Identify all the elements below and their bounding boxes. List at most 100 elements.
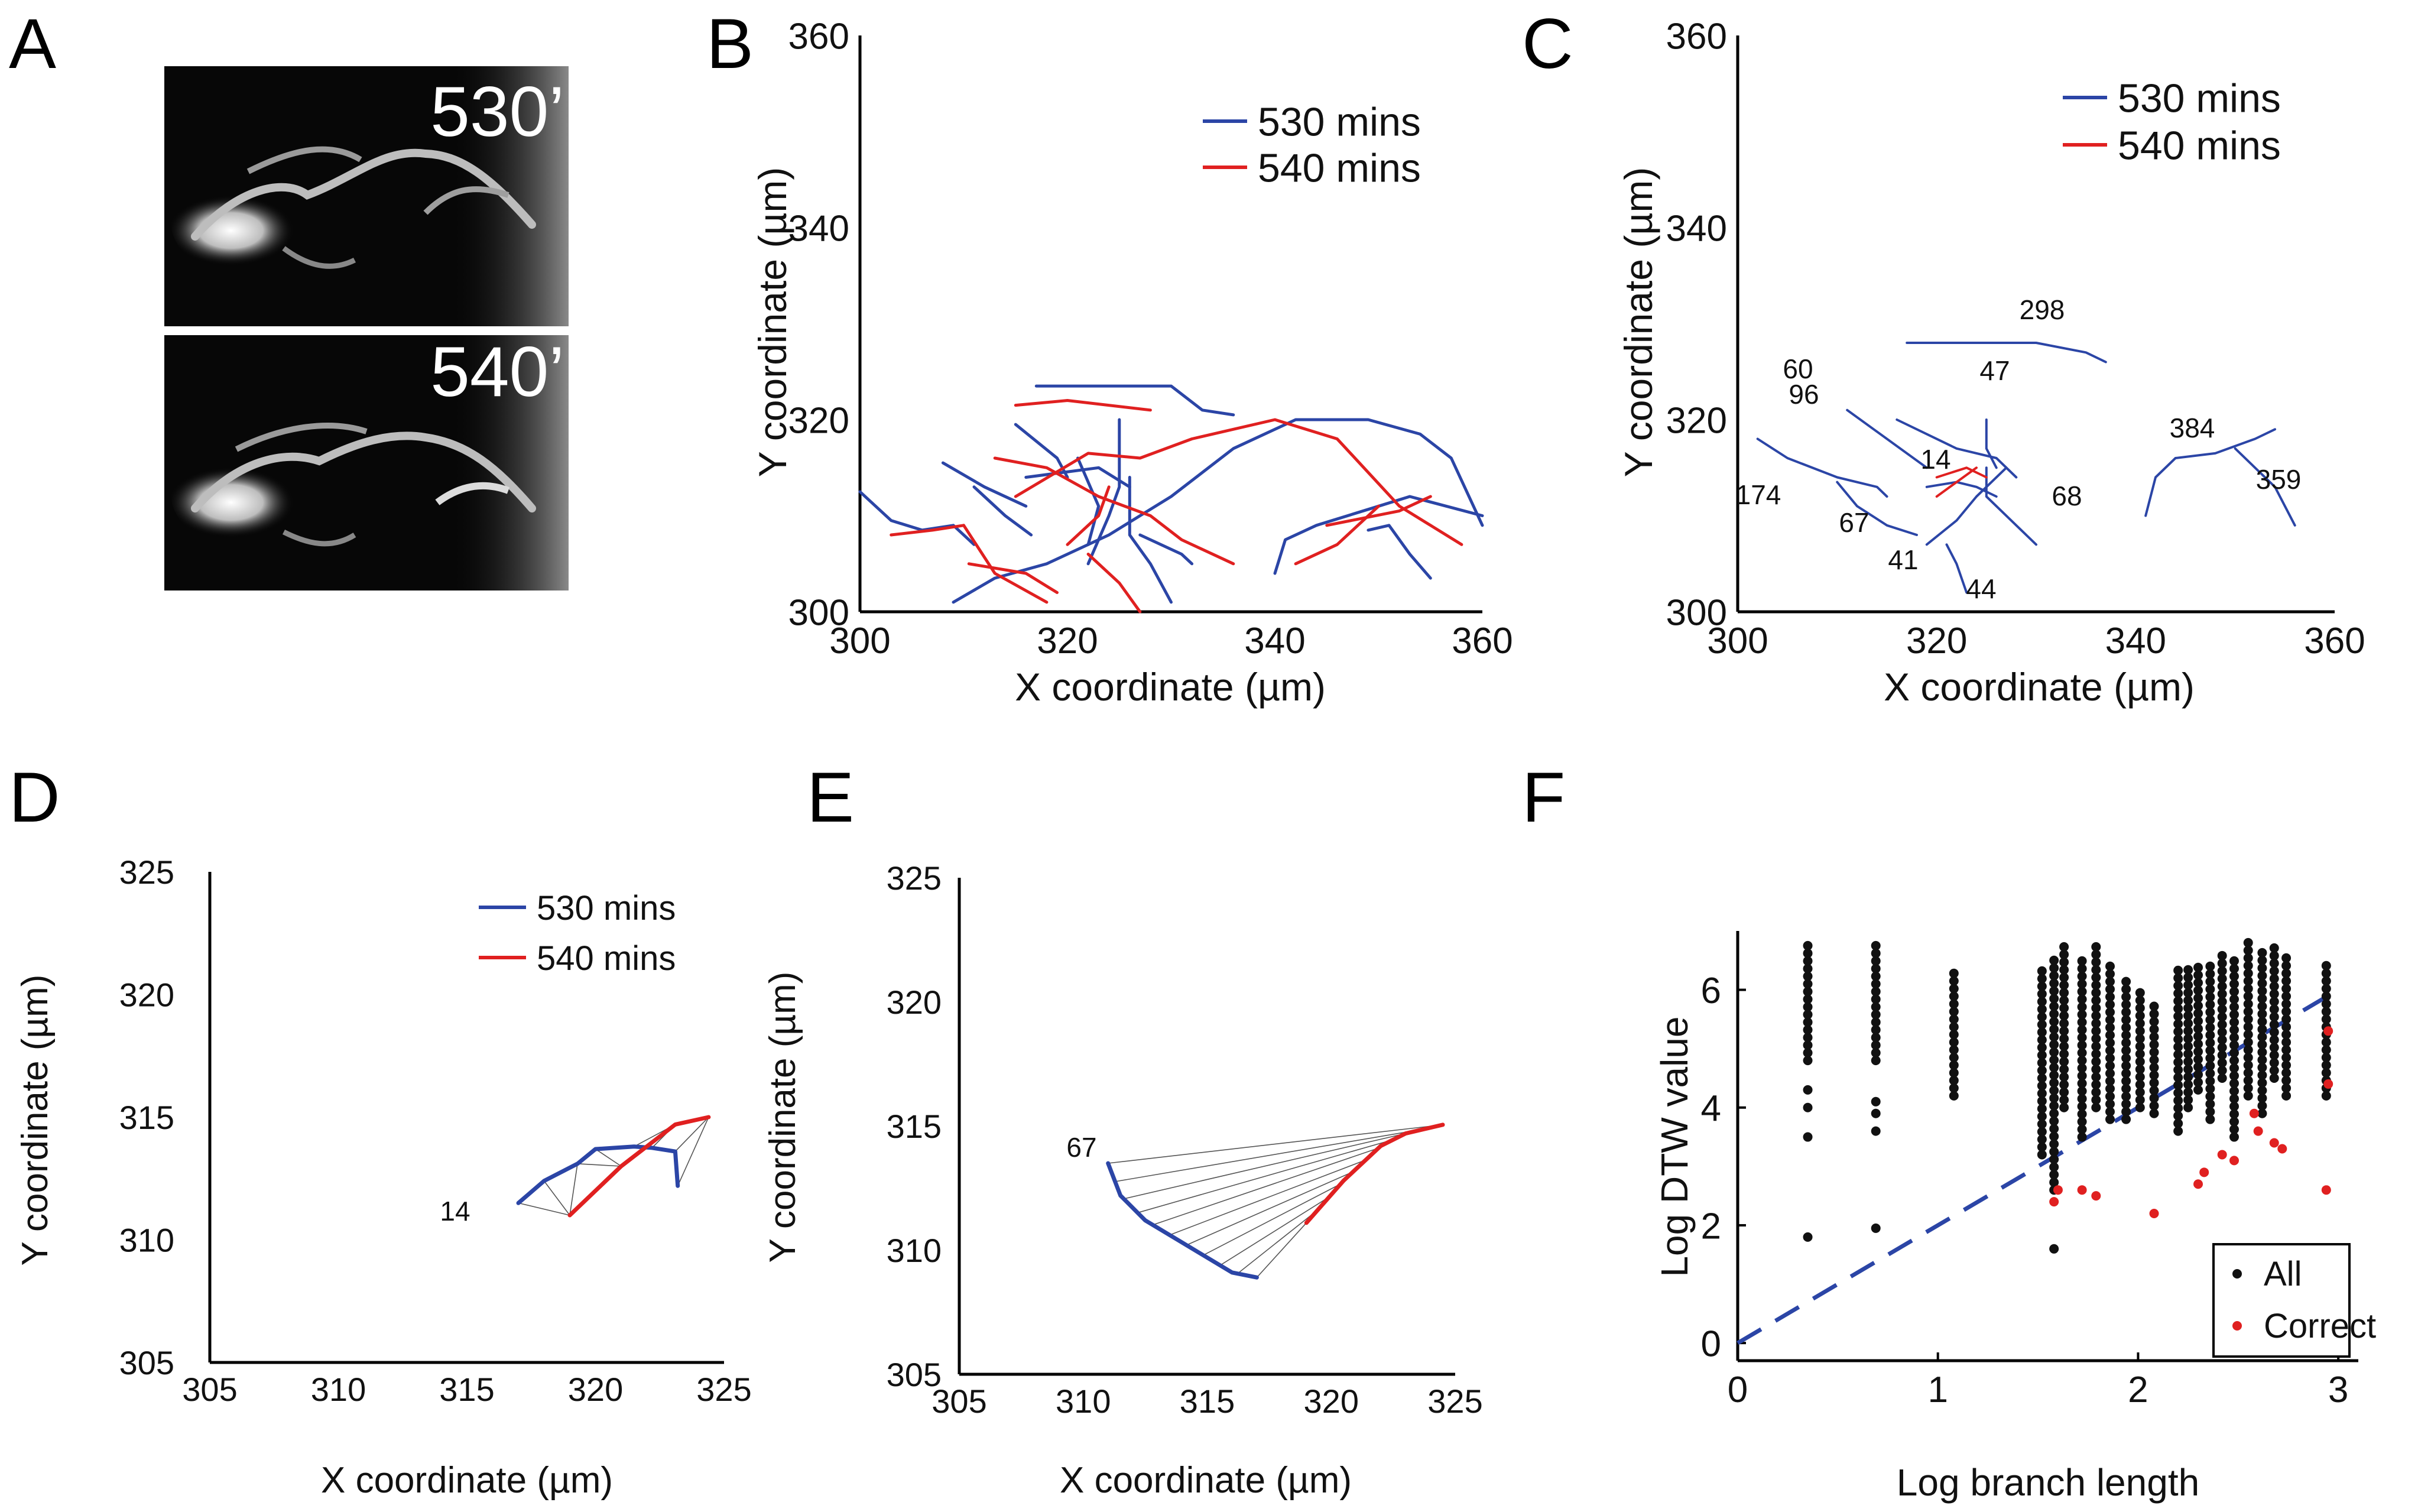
scatter-point-all (2183, 1026, 2193, 1036)
scatter-point-all (2217, 1058, 2227, 1068)
scatter-point-all (2173, 1057, 2183, 1068)
x-tick-label: 305 (932, 1383, 986, 1420)
scatter-point-all (2229, 1010, 2239, 1020)
scatter-point-all (2173, 988, 2183, 998)
scatter-point-all (2049, 1177, 2059, 1187)
scatter-point-all (2059, 949, 2069, 959)
scatter-point-all (2149, 1085, 2159, 1095)
scatter-point-all (2173, 1034, 2183, 1044)
scatter-point-all (2135, 1026, 2145, 1036)
chart-d-dtw-branch-14: 305 310 315 320 325 305 310 315 320 325 X coordina… (15, 854, 752, 1501)
scatter-point-all (2105, 1046, 2115, 1056)
scatter-point-all (1949, 1007, 1959, 1017)
scatter-point-all (2193, 1031, 2203, 1041)
scatter-point-all (1871, 948, 1881, 958)
scatter-point-all (2193, 1039, 2203, 1049)
scatter-point-all (2049, 963, 2059, 973)
scatter-point-all (2269, 1012, 2279, 1022)
panel-letter-d: D (9, 758, 60, 837)
scatter-point-all (2049, 1070, 2059, 1080)
y-tick-label: 310 (887, 1232, 942, 1269)
scatter-point-all (2105, 1030, 2115, 1040)
scatter-point-all (2183, 988, 2193, 998)
x-tick-label: 315 (439, 1371, 494, 1408)
scatter-point-all (2049, 986, 2059, 996)
scatter-point-all (2281, 1068, 2292, 1078)
dtw-connector (1256, 1222, 1307, 1278)
scatter-point-all (2243, 937, 2253, 948)
scatter-point-all (2173, 973, 2183, 983)
legend-box (2212, 1243, 2351, 1358)
scatter-point-all (2091, 1034, 2101, 1044)
chart-b-branch-overlay: 300 320 340 360 300 320 340 360 X coordinate (µm… (751, 16, 1513, 709)
dtw-connector (677, 1117, 709, 1186)
scatter-point-all (1949, 999, 1959, 1009)
scatter-point-all (2121, 1061, 2131, 1071)
scatter-point-all (2257, 1001, 2267, 1011)
scatter-point-all (2173, 981, 2183, 991)
panel-letter-b: B (706, 4, 754, 83)
micrograph-540: 540’ (164, 332, 569, 590)
scatter-point-all (2217, 1050, 2227, 1060)
scatter-point-all (2205, 1046, 2215, 1056)
scatter-point-all (2077, 987, 2087, 997)
scatter-point-all (2281, 984, 2292, 994)
scatter-point-all (2059, 1095, 2069, 1105)
scatter-point-all (2243, 953, 2253, 963)
scatter-point-all (2135, 1003, 2145, 1013)
scatter-point-all (2229, 1063, 2239, 1073)
scatter-point-all (2257, 948, 2267, 958)
scatter-point-correct (2229, 1156, 2239, 1166)
legend-label: All (2264, 1255, 2302, 1293)
scatter-point-all (2229, 1101, 2239, 1111)
y-tick-label: 300 (788, 592, 849, 633)
scatter-point-all (1871, 1223, 1881, 1233)
branch-trace-blue (1756, 437, 1888, 498)
scatter-point-all (2135, 1065, 2145, 1075)
scatter-point-all (2049, 994, 2059, 1004)
scatter-point-all (2281, 1045, 2292, 1055)
scatter-point-all (2105, 1053, 2115, 1063)
scatter-point-all (2257, 963, 2267, 973)
scatter-point-all (2243, 991, 2253, 1001)
scatter-point-all (2243, 999, 2253, 1009)
scatter-point-all (1871, 1017, 1881, 1027)
scatter-point-all (2037, 1142, 2047, 1152)
scatter-point-all (2105, 992, 2115, 1002)
scatter-point-all (2269, 1050, 2279, 1060)
scatter-point-all (2281, 1030, 2292, 1040)
scatter-point-all (2105, 1069, 2115, 1079)
scatter-point-all (2257, 1085, 2267, 1095)
scatter-point-all (2173, 965, 2183, 975)
legend-label: 530 mins (1258, 99, 1421, 144)
scatter-point-all (1803, 1085, 1813, 1095)
scatter-point-all (1949, 1060, 1959, 1070)
scatter-point-all (2217, 950, 2227, 961)
scatter-point-all (2077, 1025, 2087, 1035)
scatter-point-all (2091, 1057, 2101, 1067)
scatter-point-all (2321, 1091, 2331, 1101)
scatter-point-all (2183, 1072, 2193, 1082)
scatter-point-all (2205, 1023, 2215, 1033)
scatter-point-correct (2049, 1197, 2059, 1207)
x-tick-label: 3 (2328, 1370, 2348, 1410)
scatter-point-all (2205, 1091, 2215, 1101)
scatter-point-all (2269, 997, 2279, 1007)
scatter-point-all (2205, 992, 2215, 1002)
scatter-point-all (2173, 1042, 2183, 1052)
scatter-point-all (2037, 966, 2047, 976)
scatter-point-all (2257, 1047, 2267, 1057)
scatter-point-all (2149, 1001, 2159, 1011)
scatter-point-all (2183, 1065, 2193, 1075)
scatter-point-all (2091, 957, 2101, 967)
scatter-point-all (2217, 1043, 2227, 1053)
x-tick-label: 2 (2128, 1370, 2148, 1410)
chart-f-dtw-scatter: 0 1 2 3 0 2 4 6 Log branch length Log DTW value Al… (1653, 931, 2376, 1504)
scatter-point-all (2217, 1027, 2227, 1037)
scatter-point-all (1949, 1037, 1959, 1047)
x-axis-label: X coordinate (µm) (1060, 1460, 1352, 1501)
scatter-point-all (2049, 1032, 2059, 1042)
scatter-point-all (2091, 972, 2101, 982)
scatter-point-all (2205, 1069, 2215, 1079)
y-axis-label: Y coordinate (µm) (751, 167, 794, 478)
